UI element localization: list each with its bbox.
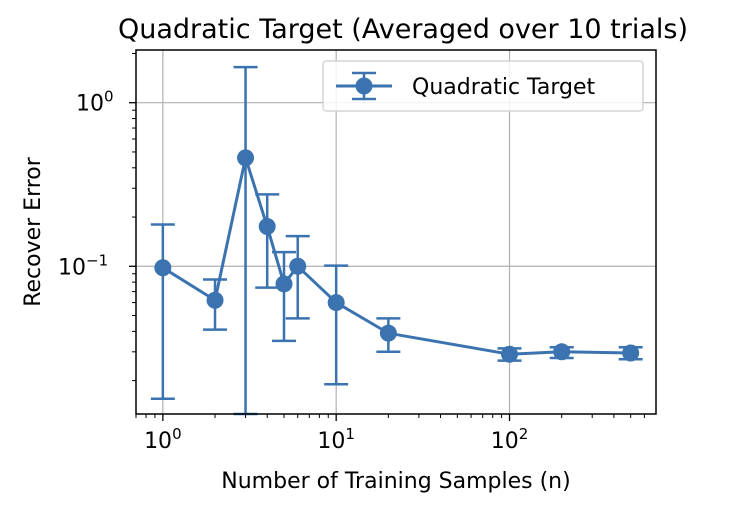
data-point xyxy=(237,149,255,167)
data-point xyxy=(275,275,293,293)
x-axis-label: Number of Training Samples (n) xyxy=(221,469,570,494)
data-point xyxy=(289,257,307,275)
data-point xyxy=(622,344,640,362)
series-line xyxy=(162,156,631,356)
data-point xyxy=(327,294,345,312)
error-bars xyxy=(150,65,643,416)
y-tick-label: 100 xyxy=(76,88,114,117)
data-points xyxy=(154,149,640,363)
data-point xyxy=(258,218,276,236)
y-axis-label: Recover Error xyxy=(21,156,46,307)
data-point xyxy=(379,324,397,342)
x-tick-label: 101 xyxy=(317,425,355,454)
series-path xyxy=(162,156,631,356)
legend-dot xyxy=(355,77,373,95)
y-tick-label: 10−1 xyxy=(58,251,108,280)
x-tick-label: 102 xyxy=(491,425,529,454)
data-point xyxy=(206,291,224,309)
legend-box xyxy=(322,60,644,112)
data-point xyxy=(501,345,519,363)
plot-frame xyxy=(135,49,657,415)
y-axis-ticks: 10−1 100 xyxy=(58,52,136,382)
legend: Quadratic Target xyxy=(322,60,644,112)
x-tick-label: 100 xyxy=(144,425,182,454)
data-point xyxy=(154,259,172,277)
legend-label: Quadratic Target xyxy=(412,75,595,100)
x-axis-ticks: 100 101 102 xyxy=(135,414,645,454)
data-point xyxy=(553,343,571,361)
legend-marker xyxy=(336,71,392,101)
chart-title: Quadratic Target (Averaged over 10 trial… xyxy=(118,14,688,45)
